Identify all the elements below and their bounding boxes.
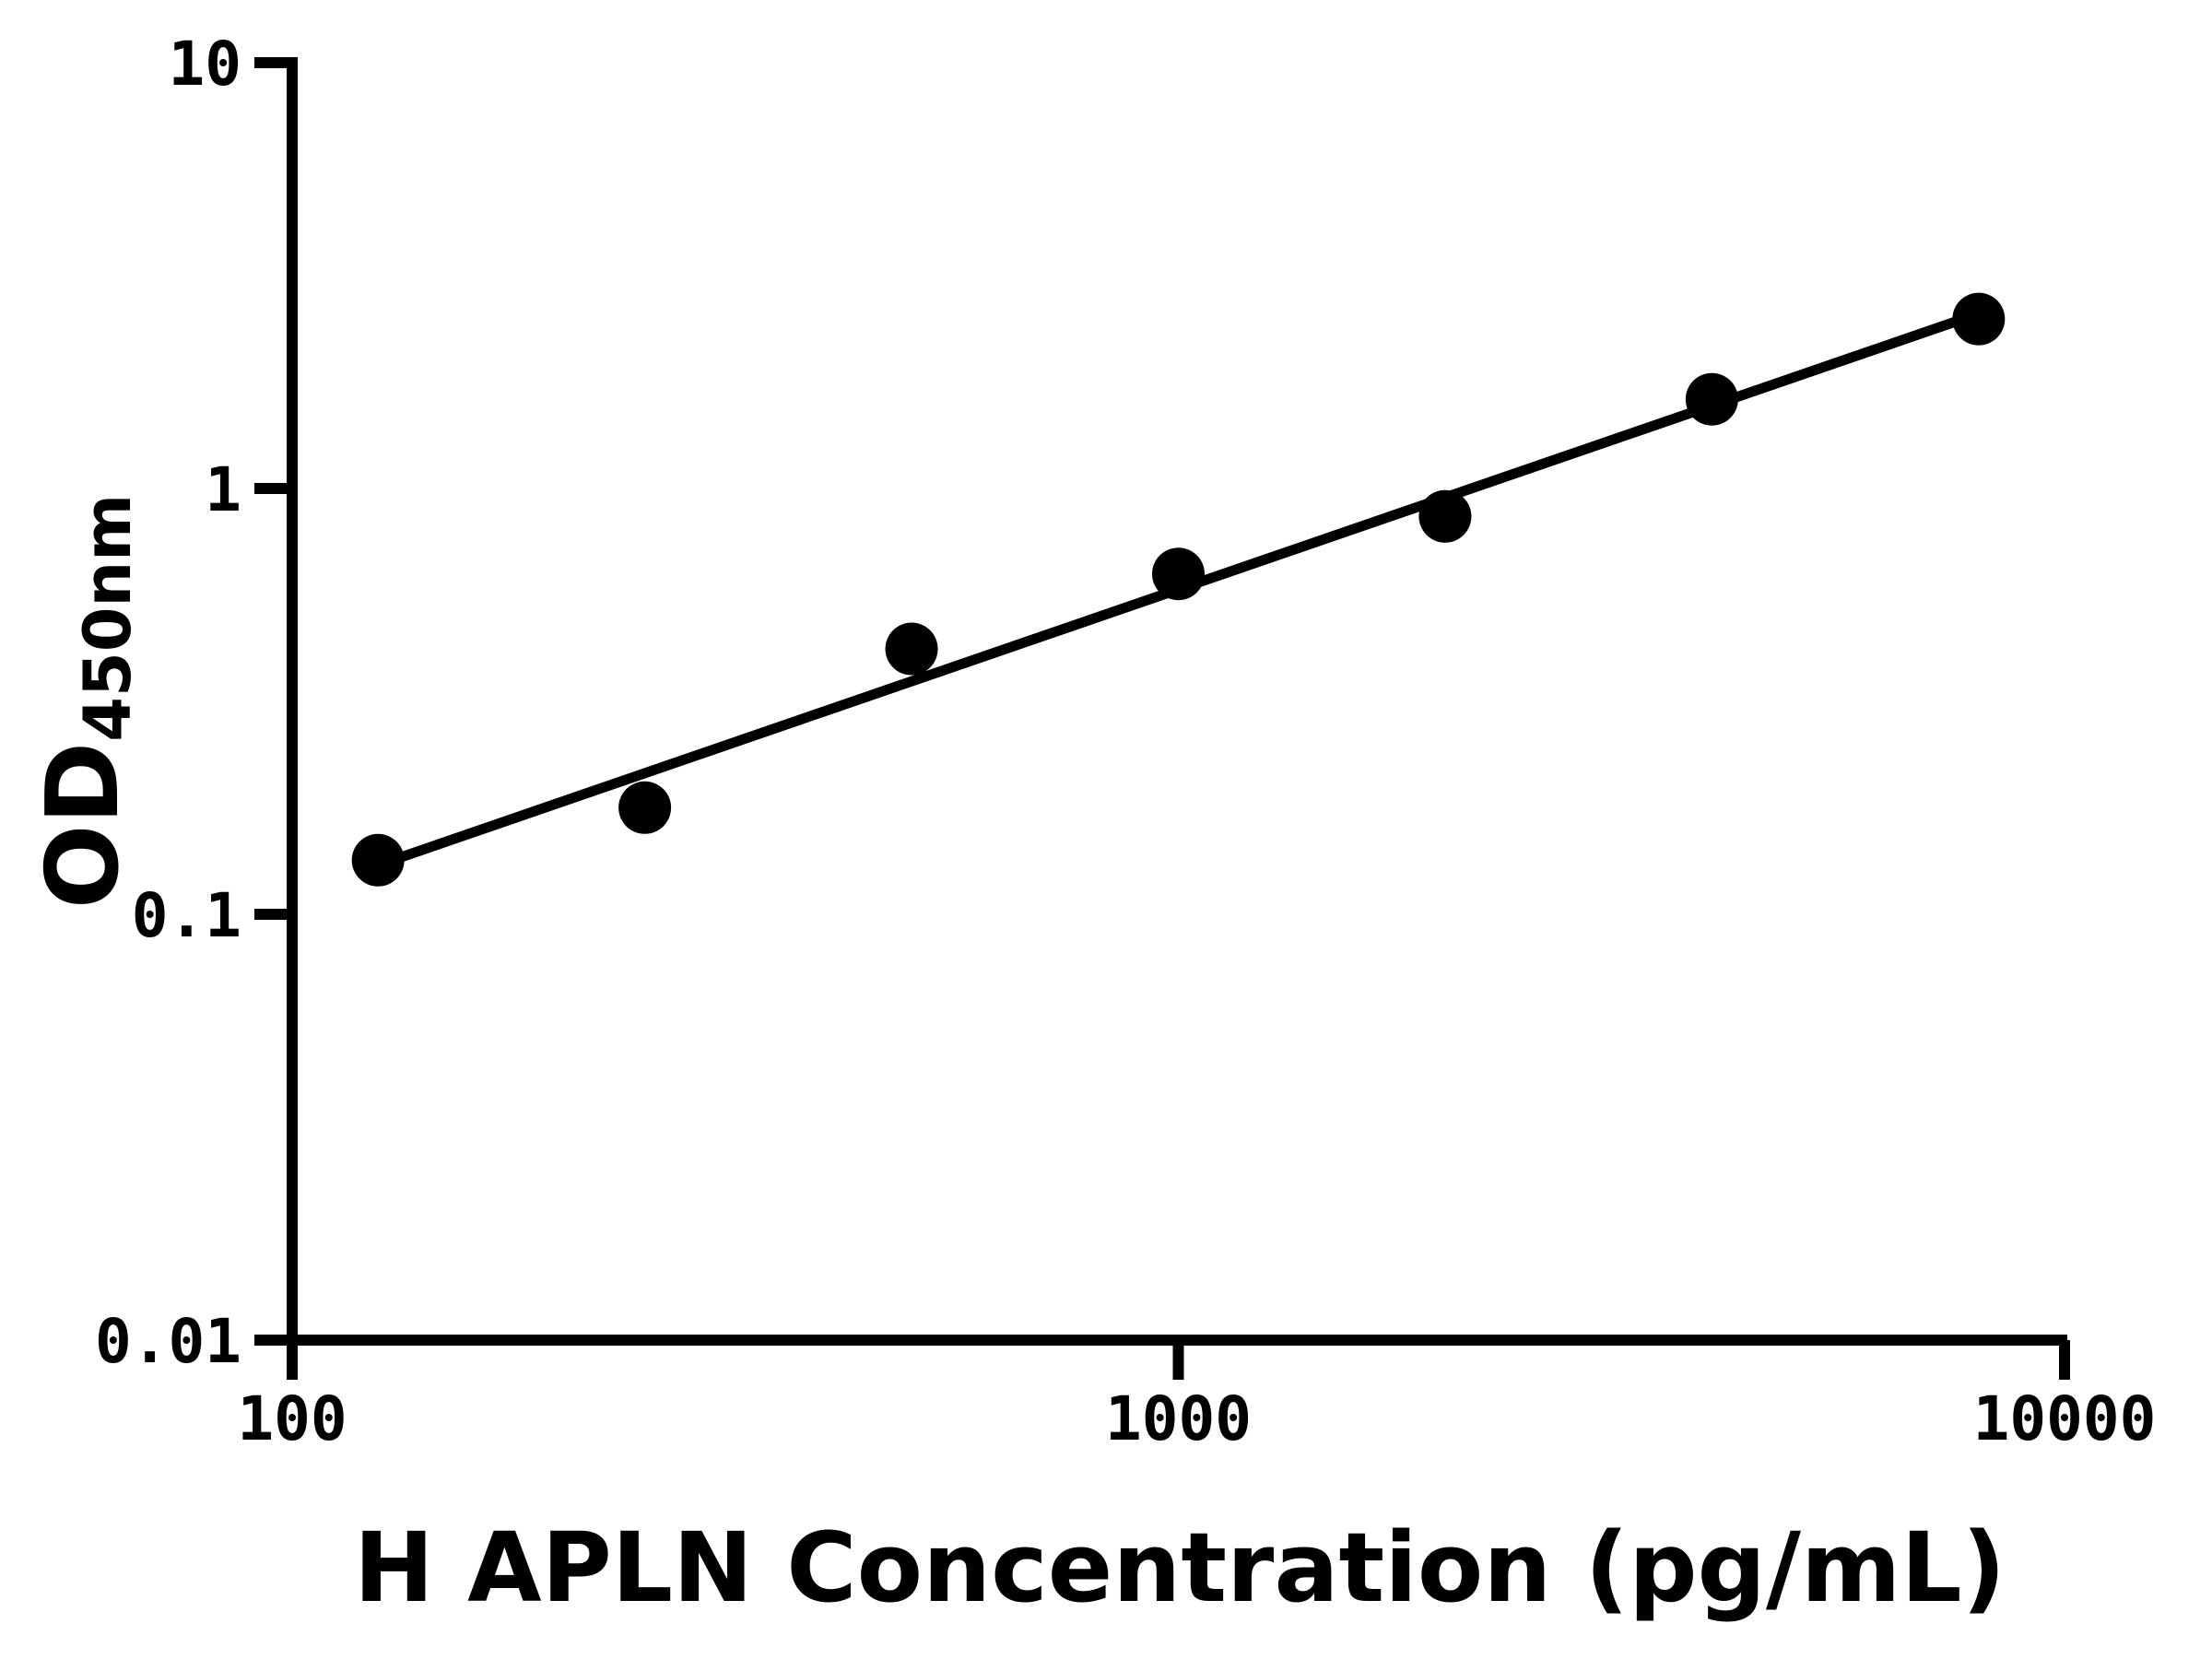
y-axis-title: OD450nm (26, 494, 146, 909)
y-axis-title-main: OD (26, 742, 141, 909)
x-tick-label: 1000 (1105, 1383, 1252, 1454)
data-point (618, 781, 672, 834)
svg-text:OD450nm: OD450nm (26, 494, 146, 909)
data-point (885, 622, 938, 676)
data-point (1152, 547, 1205, 601)
x-axis-title: H APLN Concentration (pg/mL) (354, 1512, 2006, 1624)
y-axis-title-subscript: 450nm (70, 494, 146, 742)
data-point (1685, 372, 1738, 426)
y-tick-label: 0.1 (132, 880, 241, 951)
y-tick-label: 10 (169, 29, 241, 100)
x-tick-label: 100 (237, 1383, 347, 1454)
x-tick-label: 10000 (1973, 1383, 2157, 1454)
data-point (351, 833, 405, 887)
data-point (1952, 292, 2006, 346)
y-tick-label: 0.01 (95, 1306, 241, 1377)
data-point (1418, 489, 1472, 543)
y-tick-label: 1 (205, 454, 241, 525)
